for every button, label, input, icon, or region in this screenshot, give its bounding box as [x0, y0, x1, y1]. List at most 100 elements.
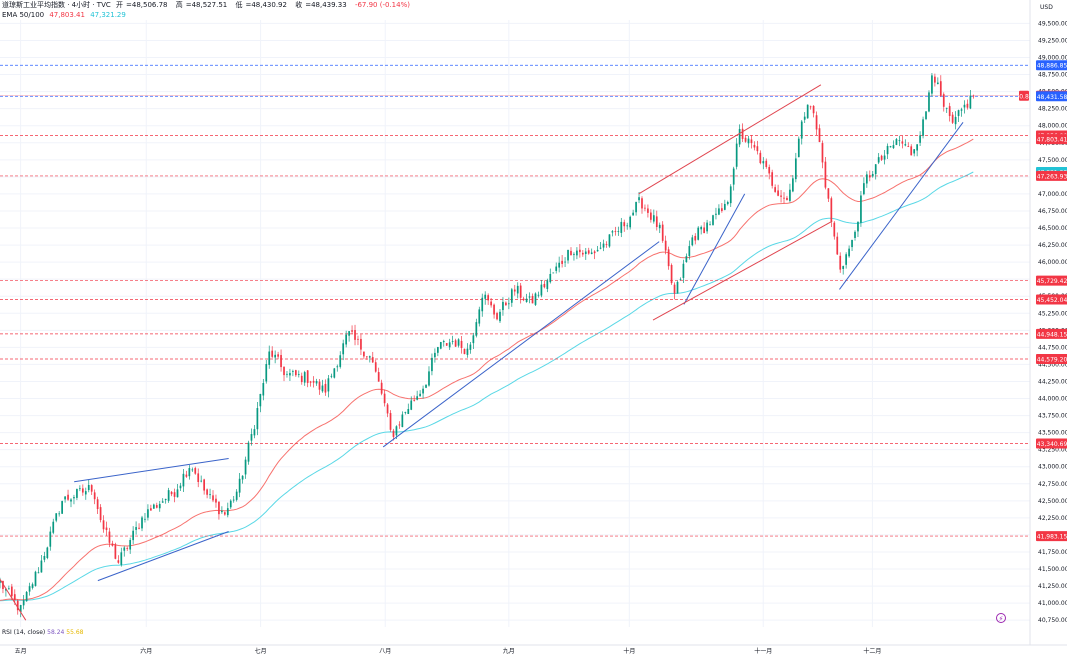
candle-body — [898, 140, 901, 142]
y-tick-label: 43,750.00 — [1038, 413, 1067, 420]
candle-body — [87, 485, 90, 491]
currency-label[interactable]: USD — [1040, 4, 1053, 11]
candle-body — [700, 226, 703, 230]
candle-body — [747, 138, 750, 144]
candle-body — [10, 586, 13, 597]
candle-body — [478, 309, 481, 324]
candle-body — [351, 330, 353, 332]
x-tick-label: 九月 — [503, 647, 515, 655]
time-axis[interactable]: 五月 六月 七月 八月 九月 十月 十一月 十二月 — [15, 647, 882, 655]
candle-body — [52, 521, 55, 533]
candle-body — [286, 373, 288, 375]
candle-body — [723, 203, 726, 210]
candle-body — [179, 485, 182, 489]
y-tick-label: 41,750.00 — [1038, 549, 1067, 556]
candle-body — [928, 92, 930, 112]
candle-body — [883, 155, 886, 160]
candle-body — [827, 188, 830, 199]
x-tick-label: 七月 — [255, 647, 267, 655]
candle-body — [762, 161, 765, 164]
price-label-text: 45,729.42 — [1037, 278, 1067, 285]
candle-body — [792, 178, 794, 192]
candle-body — [750, 139, 753, 144]
y-tick-label: 44,750.00 — [1038, 344, 1067, 351]
candle-body — [226, 508, 229, 516]
candle-body — [948, 106, 951, 117]
candle-body — [936, 82, 939, 85]
candle-body — [374, 362, 377, 372]
candle-body — [871, 173, 874, 177]
x-tick-label: 十二月 — [863, 647, 881, 655]
price-label-box — [1036, 60, 1067, 71]
candle-body — [576, 250, 578, 256]
candle-body — [910, 146, 913, 156]
trendline — [683, 193, 746, 305]
candle-body — [413, 400, 416, 401]
candle-body — [191, 469, 194, 471]
candle-body — [629, 216, 632, 228]
candle-body — [55, 513, 58, 521]
candle-body — [114, 544, 117, 559]
candle-body — [176, 489, 179, 498]
candle-body — [173, 492, 176, 497]
candle-body — [348, 331, 350, 336]
rsi-label[interactable]: RSI (14, close) — [2, 629, 46, 636]
candle-body — [64, 496, 66, 500]
candle-body — [718, 208, 720, 215]
candle-body — [709, 224, 711, 226]
candle-body — [676, 281, 679, 294]
candle-body — [164, 498, 167, 500]
candle-body — [543, 283, 546, 288]
y-tick-label: 41,500.00 — [1038, 566, 1067, 573]
x-tick-label: 十一月 — [754, 647, 772, 655]
price-labels: 48,886.8548,439.3348,431.5847,856.8047,8… — [1019, 60, 1067, 542]
candle-body — [386, 404, 389, 414]
candle-body — [682, 263, 685, 278]
candle-body — [135, 527, 137, 530]
candle-body — [152, 504, 155, 509]
ema50-line — [0, 138, 974, 601]
ema-label[interactable]: EMA 50/100 — [2, 11, 45, 19]
candle-body — [490, 301, 492, 306]
candle-body — [806, 104, 809, 119]
candle-body — [333, 368, 336, 378]
candle-body — [108, 531, 111, 543]
ema100-value: 47,321.29 — [90, 11, 126, 19]
price-label-text: 45,452.04 — [1037, 297, 1067, 304]
candle-body — [253, 429, 256, 436]
candle-body — [123, 547, 126, 551]
candle-body — [457, 339, 460, 346]
candle-body — [768, 167, 771, 174]
candle-body — [966, 103, 969, 108]
candle-body — [185, 474, 188, 477]
candle-body — [117, 560, 120, 563]
candle-body — [274, 354, 276, 358]
candle-body — [611, 231, 614, 233]
candle-body — [519, 285, 522, 298]
candle-body — [215, 498, 217, 503]
candle-body — [729, 186, 732, 204]
candle-body — [392, 430, 395, 437]
candle-body — [206, 489, 208, 495]
candle-body — [759, 152, 762, 164]
candle-body — [25, 591, 28, 602]
candle-body — [644, 207, 646, 209]
candle-body — [61, 501, 63, 514]
candle-body — [632, 212, 634, 216]
candle-body — [315, 381, 318, 384]
candle-body — [377, 372, 380, 382]
candle-body — [963, 104, 966, 108]
candle-body — [922, 119, 924, 136]
candle-body — [271, 350, 274, 357]
candle-body — [697, 227, 700, 240]
lightning-icon[interactable]: ⚡ — [996, 613, 1006, 623]
candle-body — [155, 505, 158, 508]
candle-body — [70, 499, 72, 502]
symbol-title[interactable]: 道琼斯工业平均指数 · 4小时 · TVC — [2, 1, 111, 9]
candle-body — [579, 249, 581, 253]
candle-body — [851, 239, 853, 248]
price-label-text: 48,886.85 — [1037, 63, 1067, 70]
candle-body — [854, 231, 856, 238]
